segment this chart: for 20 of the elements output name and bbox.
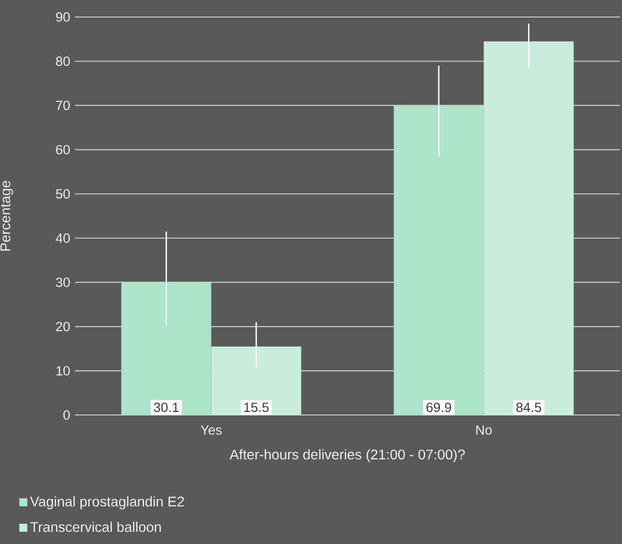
- data-label: 30.1: [154, 402, 179, 412]
- y-tick-label: 0: [63, 410, 70, 420]
- y-tick-label: 90: [56, 12, 70, 22]
- y-tick-label: 50: [56, 189, 70, 199]
- data-label: 69.9: [426, 402, 452, 412]
- y-tick-label: 10: [56, 366, 70, 376]
- y-tick-label: 40: [56, 233, 70, 243]
- y-tick-label: 80: [56, 56, 70, 66]
- y-tick-label: 60: [56, 144, 70, 154]
- y-tick-label: 30: [56, 278, 70, 288]
- x-axis-title: After-hours deliveries (21:00 - 07:00)?: [230, 449, 465, 462]
- legend-label: Vaginal prostaglandin E2: [30, 496, 184, 510]
- y-tick-label: 70: [56, 100, 70, 110]
- y-axis-title: Percentage: [0, 180, 14, 251]
- x-tick-label: Yes: [200, 425, 222, 435]
- legend-label: Transcervical balloon: [30, 522, 161, 532]
- data-label: 15.5: [244, 402, 269, 412]
- y-tick-label: 20: [56, 322, 70, 332]
- data-label: 84.5: [516, 402, 542, 412]
- x-tick-label: No: [476, 425, 492, 435]
